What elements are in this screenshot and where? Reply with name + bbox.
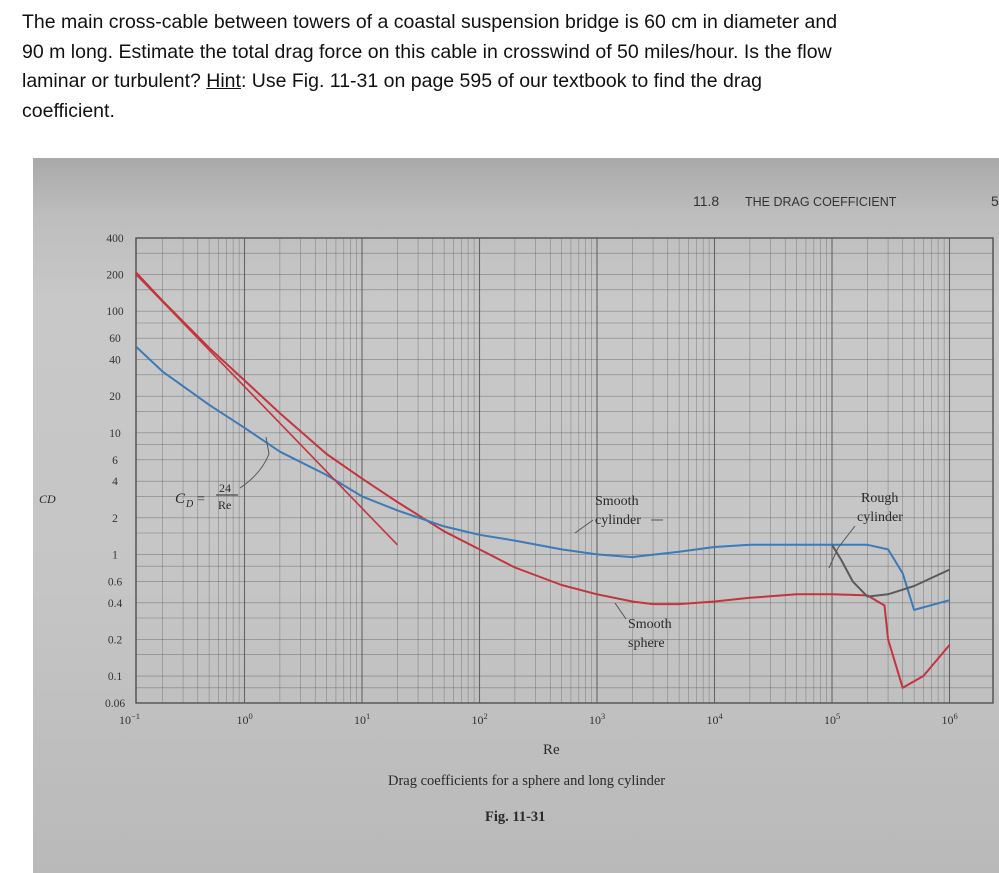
rough-cylinder-label-1: Rough <box>861 491 898 506</box>
y-tick-label: 60 <box>109 333 121 345</box>
y-tick-label: 2 <box>112 513 118 525</box>
x-tick-label: 102 <box>472 711 488 727</box>
smooth-cylinder-curve <box>136 345 950 611</box>
y-tick-label: 20 <box>109 391 121 403</box>
y-tick-label: 1 <box>112 549 118 561</box>
x-tick-label: 104 <box>707 711 724 727</box>
stokes-law-line <box>136 273 398 546</box>
y-tick-label: 0.2 <box>108 634 123 646</box>
x-tick-label: 100 <box>237 711 253 727</box>
x-tick-label: 106 <box>942 711 958 727</box>
problem-statement: The main cross-cable between towers of a… <box>22 8 997 126</box>
section-title: THE DRAG COEFFICIENT <box>745 195 897 209</box>
y-tick-label: 200 <box>106 270 124 282</box>
formula-leader-line <box>239 436 270 489</box>
plot-frame <box>135 237 994 704</box>
figure-caption: Drag coefficients for a sphere and long … <box>388 773 665 789</box>
x-tick-label: 103 <box>589 711 605 727</box>
y-tick-label: 0.1 <box>108 671 123 683</box>
y-tick-label: 400 <box>106 233 124 245</box>
y-tick-label: 10 <box>109 428 121 440</box>
x-tick-exponent: −1 <box>131 711 140 721</box>
formula-subscript: D <box>185 499 194 510</box>
problem-line-4: coefficient. <box>22 99 115 122</box>
x-tick-exponent: 6 <box>954 711 958 721</box>
y-axis-label: CD <box>39 492 56 506</box>
formula-numerator: 24 <box>219 481 231 495</box>
y-tick-label: 40 <box>109 355 121 367</box>
figure-label: Fig. 11-31 <box>485 809 545 825</box>
drag-coefficient-chart: 4002001006040201064210.60.40.20.10.0610−… <box>39 193 999 825</box>
y-tick-label: 0.06 <box>105 698 125 710</box>
hint-label: Hint <box>206 70 241 92</box>
rough-cylinder-label-2: cylinder <box>857 510 903 525</box>
chart-grid <box>135 237 994 704</box>
x-tick-exponent: 2 <box>484 711 488 721</box>
problem-line-3b: : Use Fig. 11-31 on page 595 of our text… <box>240 70 763 92</box>
problem-line-1: The main cross-cable between towers of a… <box>22 11 838 33</box>
smooth-cylinder-label-1: Smooth <box>595 494 639 509</box>
chart-series <box>136 270 951 689</box>
x-tick-exponent: 4 <box>719 711 724 721</box>
smooth-cylinder-annotation: Smooth cylinder <box>574 494 663 534</box>
y-tick-label: 4 <box>112 476 118 488</box>
y-tick-label: 0.6 <box>108 576 123 588</box>
x-tick-label: 101 <box>354 711 370 727</box>
smooth-sphere-label-1: Smooth <box>628 617 672 632</box>
y-tick-label: 6 <box>112 455 118 467</box>
x-tick-label: 105 <box>824 711 840 727</box>
problem-line-3a: laminar or turbulent? <box>22 70 207 92</box>
smooth-cylinder-leader-line <box>574 519 663 534</box>
x-tick-exponent: 1 <box>366 711 370 721</box>
x-tick-exponent: 5 <box>836 711 840 721</box>
x-tick-exponent: 3 <box>601 711 605 721</box>
rough-cylinder-annotation: Rough cylinder <box>828 491 903 569</box>
rough-cylinder-curve <box>831 544 950 598</box>
page-number-fragment: 5 <box>991 193 999 209</box>
rough-cylinder-leader-line <box>828 525 856 569</box>
formula-denominator: Re <box>218 498 231 512</box>
smooth-sphere-label-2: sphere <box>628 636 665 651</box>
smooth-sphere-curve <box>136 270 951 689</box>
formula-lhs: C <box>175 491 186 507</box>
y-tick-label: 0.4 <box>108 598 123 610</box>
formula-equals: = <box>197 492 205 507</box>
x-tick-label: 10−1 <box>119 711 140 727</box>
textbook-figure-photo: 400 200 100 60 40 20 10 6 4 2 1 0.6 0.4 0.2 0.1 0.06 10−… <box>33 158 999 873</box>
section-number: 11.8 <box>693 193 719 209</box>
smooth-cylinder-label-2: cylinder <box>595 513 641 528</box>
x-axis-label: Re <box>543 742 560 758</box>
problem-line-2: 90 m long. Estimate the total drag force… <box>22 40 832 63</box>
x-tick-exponent: 0 <box>249 711 253 721</box>
y-tick-label: 100 <box>106 306 124 318</box>
smooth-sphere-annotation: Smooth sphere <box>614 602 672 651</box>
smooth-sphere-leader-line <box>614 602 627 620</box>
formula-annotation: C D = 24 Re <box>175 436 270 512</box>
